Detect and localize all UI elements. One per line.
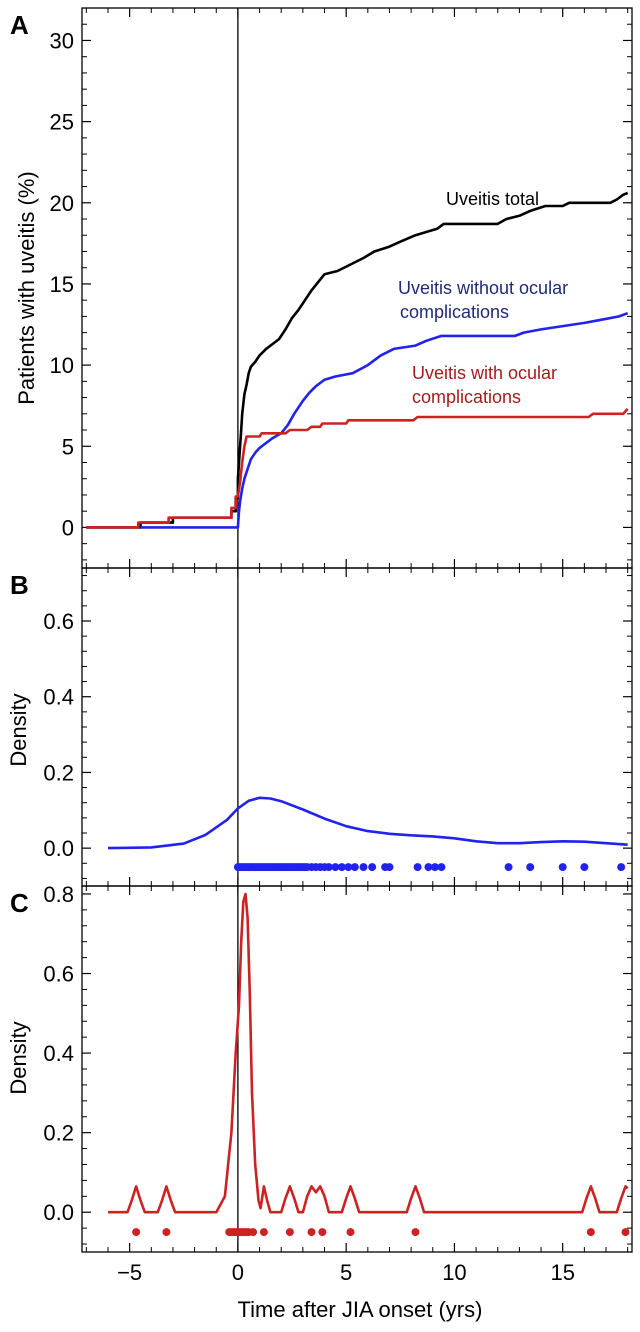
panel-b-rug-point	[413, 863, 422, 872]
panel-b-y-tick-label: 0.2	[43, 760, 74, 785]
annotation-without-ocular-line2: complications	[400, 302, 509, 322]
panel-a-series-1-line	[140, 311, 629, 529]
panel-b-rug-point	[324, 863, 333, 872]
panel-c-rug-point	[249, 1228, 258, 1237]
panel-b-rug-point	[526, 863, 535, 872]
panel-c-y-tick-label: 0.6	[43, 962, 74, 987]
panel-a-series-0-line	[86, 191, 629, 529]
panel-b-letter: B	[10, 570, 29, 600]
panel-b-rug-point	[437, 863, 446, 872]
panel-b-rug-point	[350, 863, 359, 872]
x-tick-label: 10	[442, 1260, 466, 1285]
panel-a-y-tick-label: 10	[50, 353, 74, 378]
annotation-without-ocular-line1: Uveitis without ocular	[398, 278, 568, 298]
panel-b-y-tick-label: 0.0	[43, 836, 74, 861]
x-tick-label: −5	[117, 1260, 142, 1285]
panel-b-rug-point	[337, 863, 346, 872]
panel-b: 0.0 0.2 0.4 0.6 B Density	[6, 567, 633, 887]
annotation-with-ocular-line1: Uveitis with ocular	[412, 363, 557, 383]
panel-c-rug-point	[346, 1228, 355, 1237]
panel-b-rug-point	[430, 863, 439, 872]
panel-b-rug-point	[424, 863, 433, 872]
panel-a-y-tick-label: 25	[50, 110, 74, 135]
panel-c-rug-point	[318, 1228, 327, 1237]
panel-c-y-tick-label: 0.0	[43, 1200, 74, 1225]
panel-b-rug-point	[344, 863, 353, 872]
panel-c: 0.0 0.2 0.4 0.6 0.8 −5 0 5 10 15 C Density Time a…	[6, 882, 633, 1322]
panel-c-rug-point	[259, 1228, 268, 1237]
panel-c-ticks: 0.0 0.2 0.4 0.6 0.8 −5 0 5 10 15	[43, 882, 632, 1285]
panel-b-ticks: 0.0 0.2 0.4 0.6	[43, 568, 632, 886]
panel-c-series	[108, 892, 630, 1237]
panel-c-y-axis-title: Density	[6, 1021, 31, 1094]
x-tick-label: 0	[232, 1260, 244, 1285]
panel-c-rug-point	[285, 1228, 294, 1237]
panel-b-rug-point	[558, 863, 567, 872]
panel-b-rug-point	[368, 863, 377, 872]
panel-c-y-tick-label: 0.2	[43, 1121, 74, 1146]
panel-c-rug-point	[411, 1228, 420, 1237]
panel-a: 0 5 10 15 20 25 30 A Patients with uveitis (%)…	[10, 7, 633, 569]
panel-a-letter: A	[10, 10, 29, 40]
panel-c-rug-point	[132, 1228, 141, 1237]
panel-a-y-tick-label: 30	[50, 28, 74, 53]
panel-b-y-axis-title: Density	[6, 693, 31, 766]
panel-a-y-tick-label: 15	[50, 272, 74, 297]
panel-b-rug-point	[385, 863, 394, 872]
panel-a-y-tick-label: 0	[62, 515, 74, 540]
panel-c-rug-point	[162, 1228, 171, 1237]
panel-b-rug-point	[331, 863, 340, 872]
panel-a-series	[86, 191, 629, 529]
panel-b-y-tick-label: 0.6	[43, 609, 74, 634]
panel-c-rug-point	[621, 1228, 630, 1237]
x-tick-label: 15	[550, 1260, 574, 1285]
panel-a-ticks: 0 5 10 15 20 25 30	[50, 7, 632, 568]
panel-c-rug-point	[307, 1228, 316, 1237]
annotation-with-ocular-line2: complications	[412, 387, 521, 407]
panel-b-rug-point	[504, 863, 513, 872]
x-tick-label: 5	[340, 1260, 352, 1285]
panel-c-frame	[81, 885, 633, 1253]
panel-b-rug-point	[580, 863, 589, 872]
panel-b-y-tick-label: 0.4	[43, 685, 74, 710]
panel-a-y-axis-title: Patients with uveitis (%)	[14, 171, 39, 405]
annotation-uveitis-total: Uveitis total	[446, 189, 539, 209]
panel-c-letter: C	[10, 888, 29, 918]
panel-b-rug-point	[617, 863, 626, 872]
panel-c-series-0-line	[108, 892, 629, 1214]
panel-b-rug-point	[359, 863, 368, 872]
panel-c-y-tick-label: 0.8	[43, 882, 74, 907]
panel-a-series-2-line	[86, 408, 629, 529]
panel-b-frame	[81, 567, 633, 887]
panel-a-y-tick-label: 20	[50, 191, 74, 216]
panel-b-series	[107, 796, 628, 872]
panel-c-y-tick-label: 0.4	[43, 1041, 74, 1066]
x-axis-title: Time after JIA onset (yrs)	[238, 1297, 483, 1322]
panel-a-y-tick-label: 5	[62, 434, 74, 459]
panel-b-series-0-line	[107, 796, 628, 850]
panel-c-rug-point	[586, 1228, 595, 1237]
